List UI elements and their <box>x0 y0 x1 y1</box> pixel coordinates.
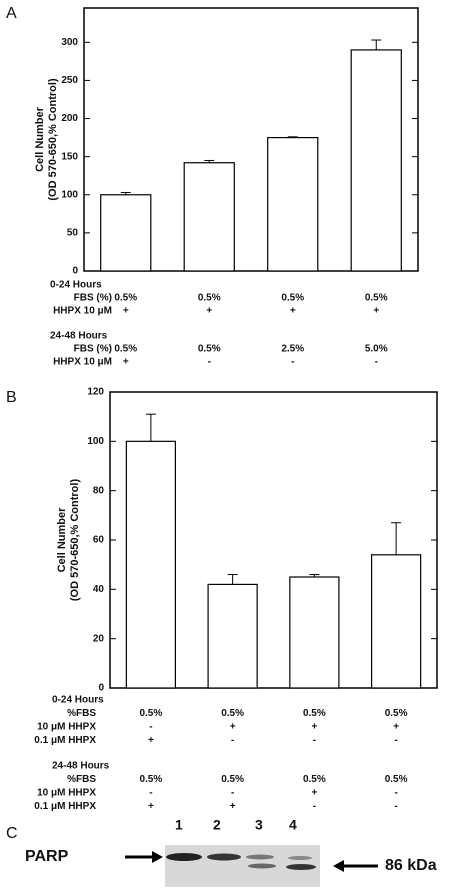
condition-label: 0.1 μM HHPX <box>34 801 96 812</box>
condition-value: - <box>231 788 234 799</box>
lane-label: 3 <box>255 817 263 833</box>
bar <box>289 576 340 689</box>
condition-value: + <box>290 306 296 317</box>
y-tick-label: 40 <box>93 584 105 595</box>
condition-label: HHPX 10 μM <box>53 306 112 317</box>
bar <box>125 440 176 689</box>
condition-value: 0.5% <box>198 344 221 355</box>
band <box>286 864 316 870</box>
band <box>207 853 241 861</box>
y-tick-label: 0 <box>98 683 104 694</box>
y-tick-label: 300 <box>61 37 78 48</box>
bar <box>350 49 402 272</box>
condition-value: - <box>149 788 152 799</box>
band-label: PARP <box>25 848 69 865</box>
condition-label: 0.1 μM HHPX <box>34 735 96 746</box>
lane-label: 1 <box>175 817 183 833</box>
condition-value: + <box>123 306 129 317</box>
condition-value: + <box>393 722 399 733</box>
condition-value: + <box>123 357 129 368</box>
condition-value: 0.5% <box>139 774 162 785</box>
condition-value: - <box>394 801 397 812</box>
panel-label: B <box>6 389 17 406</box>
condition-value: 0.5% <box>281 293 304 304</box>
condition-value: 0.5% <box>139 708 162 719</box>
condition-value: + <box>230 722 236 733</box>
condition-label: FBS (%) <box>74 344 112 355</box>
condition-value: 0.5% <box>221 708 244 719</box>
y-tick-label: 100 <box>87 436 104 447</box>
y-tick-label: 20 <box>93 633 105 644</box>
arrow-head <box>333 860 344 872</box>
condition-group: 24-48 Hours <box>52 761 110 772</box>
condition-label: 10 μM HHPX <box>37 722 96 733</box>
bar <box>371 554 422 689</box>
condition-value: 0.5% <box>303 708 326 719</box>
condition-value: - <box>375 357 378 368</box>
band <box>246 854 274 860</box>
condition-label: %FBS <box>67 774 96 785</box>
condition-value: - <box>394 735 397 746</box>
band <box>166 853 202 861</box>
lane-label: 4 <box>289 817 297 833</box>
condition-label: 10 μM HHPX <box>37 788 96 799</box>
condition-value: - <box>208 357 211 368</box>
y-tick-label: 80 <box>93 485 105 496</box>
condition-value: 0.5% <box>198 293 221 304</box>
condition-value: - <box>231 735 234 746</box>
bar <box>267 136 319 272</box>
condition-group: 24-48 Hours <box>50 331 108 342</box>
plot-frame <box>83 7 419 272</box>
condition-value: 0.5% <box>385 774 408 785</box>
condition-label: FBS (%) <box>74 293 112 304</box>
condition-value: 5.0% <box>365 344 388 355</box>
condition-value: 0.5% <box>114 344 137 355</box>
band <box>288 856 312 860</box>
panel-label: C <box>6 825 18 842</box>
condition-group: 0-24 Hours <box>52 695 104 706</box>
bar <box>183 162 235 272</box>
condition-value: + <box>230 801 236 812</box>
condition-label: %FBS <box>67 708 96 719</box>
y-axis-title: Cell Number <box>56 507 68 573</box>
y-tick-label: 150 <box>61 151 78 162</box>
arrow-head <box>152 851 163 863</box>
condition-value: 0.5% <box>303 774 326 785</box>
condition-value: - <box>291 357 294 368</box>
lane-label: 2 <box>213 817 221 833</box>
bar <box>100 194 152 272</box>
condition-value: + <box>373 306 379 317</box>
condition-value: - <box>149 722 152 733</box>
panel-label: A <box>6 5 17 22</box>
condition-value: - <box>313 801 316 812</box>
size-label: 86 kDa <box>385 857 437 874</box>
bar <box>207 583 258 689</box>
band <box>248 863 276 869</box>
condition-value: 0.5% <box>365 293 388 304</box>
condition-value: + <box>311 788 317 799</box>
y-axis-title: (OD 570-650,% Control) <box>69 479 81 602</box>
y-tick-label: 50 <box>67 228 79 239</box>
condition-group: 0-24 Hours <box>50 280 102 291</box>
condition-value: + <box>148 801 154 812</box>
condition-value: 2.5% <box>281 344 304 355</box>
y-tick-label: 250 <box>61 75 78 86</box>
condition-value: + <box>206 306 212 317</box>
y-axis-title: (OD 570-650,% Control) <box>47 78 59 201</box>
condition-value: 0.5% <box>221 774 244 785</box>
y-tick-label: 0 <box>72 266 78 277</box>
y-axis-title: Cell Number <box>34 106 46 172</box>
condition-value: 0.5% <box>114 293 137 304</box>
y-tick-label: 200 <box>61 113 78 124</box>
condition-value: + <box>311 722 317 733</box>
condition-label: HHPX 10 μM <box>53 357 112 368</box>
y-tick-label: 60 <box>93 535 105 546</box>
condition-value: + <box>148 735 154 746</box>
y-tick-label: 100 <box>61 189 78 200</box>
condition-value: - <box>394 788 397 799</box>
condition-value: 0.5% <box>385 708 408 719</box>
y-tick-label: 120 <box>87 387 104 398</box>
condition-value: - <box>313 735 316 746</box>
